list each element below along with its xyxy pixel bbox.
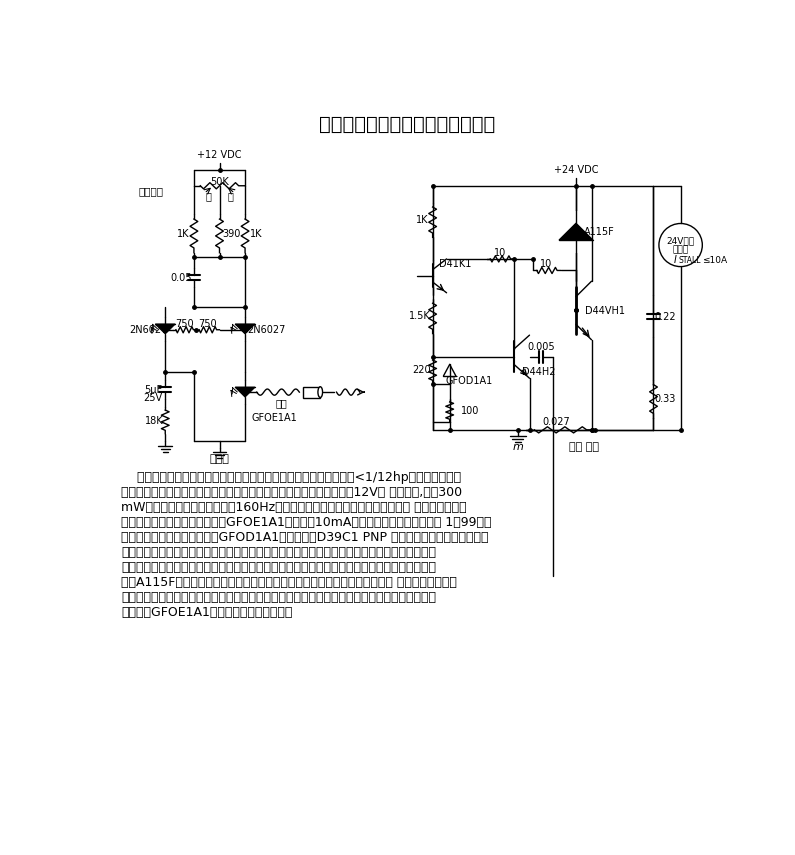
Text: D41K1: D41K1 (439, 259, 471, 269)
Text: 控制器: 控制器 (210, 454, 230, 464)
Text: 18K: 18K (145, 416, 164, 426)
Text: STALL: STALL (678, 256, 701, 265)
Text: +24 VDC: +24 VDC (554, 165, 599, 175)
Text: 源驱动器开关。电源驱动开关连接成施密特触发器电路，以在红外脉冲期间供给电动机电压脉冲: 源驱动器开关。电源驱动开关连接成施密特触发器电路，以在红外脉冲期间供给电动机电压… (121, 545, 436, 558)
Text: A115F: A115F (584, 227, 615, 237)
Polygon shape (235, 324, 255, 334)
Text: 光纤: 光纤 (276, 398, 288, 408)
Text: 快: 快 (227, 192, 233, 202)
Text: 50K: 50K (210, 177, 229, 187)
Text: mW。这一控制组件提供频率为160Hz的红外脉冲，脉冲的占空因数由速度调态 电位器的位置确: mW。这一控制组件提供频率为160Hz的红外脉冲，脉冲的占空因数由速度调态 电位… (121, 501, 467, 514)
Text: D44VH1: D44VH1 (585, 305, 626, 315)
Polygon shape (559, 223, 593, 240)
Text: 的速度控制通路。控制逻辑电路是一块由电池供电的自备式组件，它在12V电 源电压下,消耗300: 的速度控制通路。控制逻辑电路是一块由电池供电的自备式组件，它在12V电 源电压下… (121, 486, 462, 498)
Text: 1.5K: 1.5K (409, 311, 431, 321)
Text: 直流功率也可以通过光纤来控制。本电路为小型直流驱动电动机（<1/12hp）提供一条绝缘: 直流功率也可以通过光纤来控制。本电路为小型直流驱动电动机（<1/12hp）提供一… (121, 470, 461, 484)
Text: 220: 220 (413, 365, 431, 374)
Text: 5µF: 5µF (144, 385, 162, 395)
Text: 范围内调节。这些红外脉冲经GFOD1A1检测后，由D39C1 PNP 达林顿对管放大，再提供给电: 范围内调节。这些红外脉冲经GFOD1A1检测后，由D39C1 PNP 达林顿对管… (121, 531, 489, 544)
Text: 750: 750 (176, 319, 194, 328)
Text: 100: 100 (460, 405, 479, 416)
Text: 速度调节: 速度调节 (138, 186, 163, 196)
Text: m: m (513, 442, 523, 451)
Text: 电源 开关: 电源 开关 (568, 442, 599, 451)
Text: 1K: 1K (176, 228, 189, 239)
Text: 0.33: 0.33 (654, 394, 676, 404)
Text: 0.027: 0.027 (543, 417, 571, 428)
Text: 0.005: 0.005 (527, 343, 555, 352)
Polygon shape (235, 387, 255, 397)
Text: 2N6027: 2N6027 (247, 325, 286, 335)
Text: 10: 10 (541, 259, 553, 269)
Text: 使用光纤的直流变速电动机控制器: 使用光纤的直流变速电动机控制器 (319, 115, 495, 133)
Text: 慢: 慢 (206, 192, 211, 202)
Text: 24V直流: 24V直流 (666, 236, 695, 245)
Text: 0.22: 0.22 (654, 312, 676, 321)
Text: 则由A115F单向二极管来维持。与电源开关并联的缓冲器网络使输出晶体管的 最大功耗减至最小: 则由A115F单向二极管来维持。与电源开关并联的缓冲器网络使输出晶体管的 最大功… (121, 575, 457, 589)
Ellipse shape (318, 386, 323, 398)
Text: 390: 390 (223, 228, 241, 239)
Text: D44H2: D44H2 (522, 367, 555, 377)
Text: 2N6027: 2N6027 (129, 325, 168, 335)
Text: 10: 10 (494, 248, 506, 257)
Text: 1K: 1K (250, 228, 262, 239)
Text: 1K: 1K (416, 215, 428, 225)
Text: +12 VDC: +12 VDC (197, 150, 242, 160)
Text: ≤10A: ≤10A (702, 256, 727, 265)
Text: 定。可编程序单结多谐振荡器为GFOE1A1提供大约10mA的脉冲，脉冲占空因数可在 1～99％的: 定。可编程序单结多谐振荡器为GFOE1A1提供大约10mA的脉冲，脉冲占空因数可… (121, 516, 491, 528)
Text: GFOD1A1: GFOD1A1 (446, 376, 493, 386)
Text: 程度，并提高可靠性。马力较大的电动机可通过再增加一个电流增益级来驱动，而用一个放大晶: 程度，并提高可靠性。马力较大的电动机可通过再增加一个电流增益级来驱动，而用一个放… (121, 591, 436, 604)
Text: 体管驱动GFOE1A1，则可增加光纤的长度。: 体管驱动GFOE1A1，则可增加光纤的长度。 (121, 606, 293, 619)
Text: GFOE1A1: GFOE1A1 (251, 413, 297, 423)
Polygon shape (155, 324, 175, 334)
Text: 0.05: 0.05 (171, 273, 192, 283)
Text: I: I (674, 256, 677, 265)
Bar (303, 386, 320, 398)
Text: 25V: 25V (143, 392, 162, 403)
Text: 750: 750 (199, 319, 217, 328)
Text: 电动机: 电动机 (673, 245, 688, 254)
Text: 因此，电动机的平均电源电压按所需的速度进行脉宽调制，而电动机的电流在两个红外脉冲之间: 因此，电动机的平均电源电压按所需的速度进行脉宽调制，而电动机的电流在两个红外脉冲… (121, 561, 436, 574)
